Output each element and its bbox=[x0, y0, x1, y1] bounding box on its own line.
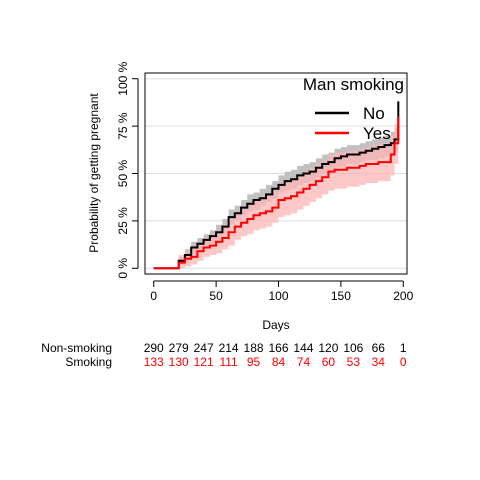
risk-count: 166 bbox=[268, 341, 288, 355]
risk-row-label: Non-smoking bbox=[41, 341, 112, 355]
risk-count: 247 bbox=[194, 341, 214, 355]
x-tick-label: 100 bbox=[268, 289, 288, 303]
x-axis: 0 50 100 150 200 bbox=[150, 280, 414, 303]
risk-count: 188 bbox=[244, 341, 264, 355]
confidence-band-no bbox=[153, 93, 399, 269]
y-tick-label: 75 % bbox=[116, 112, 130, 140]
risk-count: 74 bbox=[297, 355, 311, 369]
risk-count: 1 bbox=[400, 341, 407, 355]
risk-count: 133 bbox=[144, 355, 164, 369]
risk-row-label: Smoking bbox=[65, 355, 112, 369]
y-tick-label: 100 % bbox=[116, 61, 130, 95]
risk-count: 95 bbox=[247, 355, 261, 369]
risk-count: 130 bbox=[169, 355, 189, 369]
y-axis-label: Probability of getting pregnant bbox=[87, 93, 101, 253]
y-axis: 0 % 25 % 50 % 75 % 100 % bbox=[116, 61, 139, 279]
gridlines bbox=[145, 78, 407, 269]
risk-count: 121 bbox=[194, 355, 214, 369]
legend-title: Man smoking bbox=[303, 75, 404, 94]
risk-count: 53 bbox=[347, 355, 361, 369]
risk-count: 214 bbox=[219, 341, 239, 355]
risk-count: 120 bbox=[318, 341, 338, 355]
risk-count: 279 bbox=[169, 341, 189, 355]
risk-count: 106 bbox=[343, 341, 363, 355]
series-line-yes bbox=[153, 116, 400, 270]
risk-count: 144 bbox=[293, 341, 313, 355]
risk-count: 60 bbox=[322, 355, 336, 369]
survival-lines bbox=[153, 101, 400, 270]
legend-label-no: No bbox=[363, 104, 385, 123]
risk-count: 0 bbox=[400, 355, 407, 369]
risk-table: Non-smoking 290 279 247 214 188 166 144 120 106 66… bbox=[41, 341, 407, 369]
legend-label-yes: Yes bbox=[363, 124, 391, 143]
x-tick-label: 150 bbox=[331, 289, 351, 303]
x-axis-label: Days bbox=[262, 318, 289, 332]
plot-frame bbox=[144, 72, 408, 275]
risk-count: 111 bbox=[219, 355, 238, 369]
y-tick-label: 50 % bbox=[116, 159, 130, 187]
risk-count: 290 bbox=[144, 341, 164, 355]
x-tick-label: 200 bbox=[393, 289, 413, 303]
risk-count: 66 bbox=[372, 341, 386, 355]
y-tick-label: 25 % bbox=[116, 207, 130, 235]
risk-count: 34 bbox=[372, 355, 386, 369]
x-tick-label: 0 bbox=[150, 289, 157, 303]
risk-count: 84 bbox=[272, 355, 286, 369]
series-line-no bbox=[153, 101, 400, 270]
y-tick-label: 0 % bbox=[116, 258, 130, 279]
x-tick-label: 50 bbox=[209, 289, 223, 303]
confidence-bands bbox=[153, 93, 399, 269]
